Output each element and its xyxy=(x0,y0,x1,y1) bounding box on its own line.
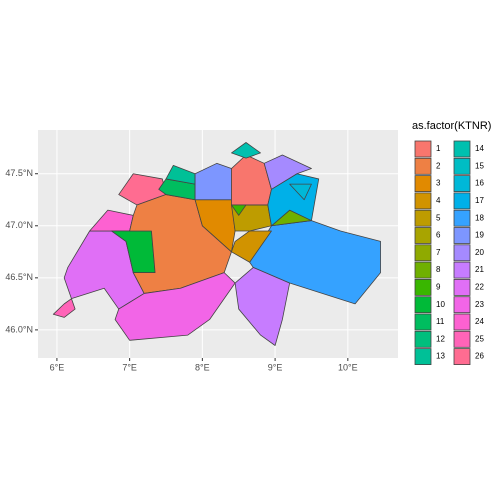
legend-key xyxy=(414,330,432,348)
legend-key xyxy=(414,140,432,158)
legend-label: 3 xyxy=(436,179,441,188)
legend-key xyxy=(414,209,432,227)
legend-label: 23 xyxy=(475,300,484,309)
x-tick-label: 6°E xyxy=(50,362,65,372)
legend-key xyxy=(414,261,432,279)
legend-label: 5 xyxy=(436,213,441,222)
legend-label: 26 xyxy=(475,352,484,361)
canton xyxy=(52,298,76,318)
legend-key xyxy=(453,261,471,279)
canton xyxy=(194,162,232,201)
legend-label: 1 xyxy=(436,144,441,153)
legend-key xyxy=(453,209,471,227)
legend-label: 16 xyxy=(475,179,484,188)
legend-key xyxy=(453,330,471,348)
legend-key xyxy=(414,227,432,244)
legend-key xyxy=(414,175,432,193)
legend-label: 11 xyxy=(436,317,445,326)
legend-key xyxy=(414,157,432,175)
legend-label: 22 xyxy=(475,283,484,292)
legend-label: 15 xyxy=(475,161,484,170)
legend-key xyxy=(414,348,432,366)
y-tick-label: 46.5°N xyxy=(5,272,33,282)
legend-label: 7 xyxy=(436,248,441,257)
canton xyxy=(231,230,272,263)
legend-key xyxy=(453,313,471,331)
canton xyxy=(289,183,312,201)
canton xyxy=(231,142,261,159)
canton xyxy=(263,154,312,190)
legend-key xyxy=(453,227,471,244)
legend-key xyxy=(453,296,471,314)
x-tick-label: 7°E xyxy=(122,362,137,372)
legend-label: 12 xyxy=(436,334,445,343)
legend-label: 9 xyxy=(436,283,441,292)
legend-label: 2 xyxy=(436,161,441,170)
y-tick-label: 47.0°N xyxy=(5,220,33,230)
canton xyxy=(114,272,236,341)
legend-label: 10 xyxy=(436,300,445,309)
legend-key xyxy=(453,278,471,296)
legend-label: 25 xyxy=(475,334,484,343)
legend-label: 8 xyxy=(436,265,441,274)
legend-key xyxy=(453,175,471,193)
legend-label: 18 xyxy=(475,213,484,222)
legend-label: 4 xyxy=(436,196,441,205)
legend-label: 21 xyxy=(475,265,484,274)
legend-label: 20 xyxy=(475,248,484,257)
legend-label: 6 xyxy=(436,231,441,240)
legend-key xyxy=(414,313,432,331)
canton xyxy=(231,204,247,216)
legend-key xyxy=(453,244,471,262)
legend-label: 24 xyxy=(475,317,484,326)
legend-label: 13 xyxy=(436,352,445,361)
legend-key xyxy=(453,348,471,366)
legend-key xyxy=(453,157,471,175)
legend-title: as.factor(KTNR) xyxy=(412,120,491,132)
legend-key xyxy=(414,244,432,262)
legend-key xyxy=(414,192,432,210)
x-tick-label: 9°E xyxy=(268,362,283,372)
legend-key xyxy=(453,192,471,210)
x-tick-label: 10°E xyxy=(338,362,358,372)
y-tick-label: 47.5°N xyxy=(5,168,33,178)
legend-label: 19 xyxy=(475,231,484,240)
legend-key xyxy=(453,140,471,158)
legend-label: 14 xyxy=(475,144,484,153)
legend-key xyxy=(414,296,432,314)
x-tick-label: 8°E xyxy=(195,362,210,372)
legend-label: 17 xyxy=(475,196,484,205)
y-tick-label: 46.0°N xyxy=(5,324,33,334)
legend-key xyxy=(414,278,432,296)
